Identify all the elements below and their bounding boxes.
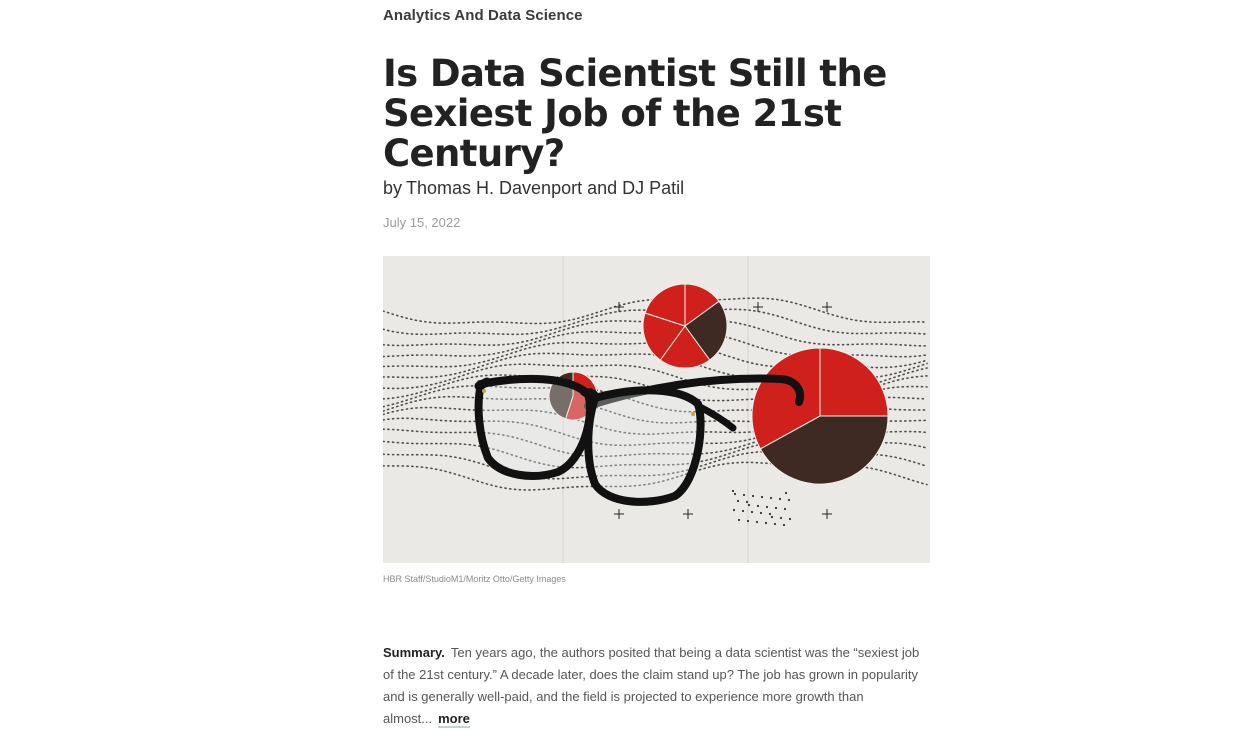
topic-link[interactable]: Analytics And Data Science [383, 7, 583, 24]
article-title: Is Data Scientist Still the Sexiest Job … [383, 52, 887, 175]
dot-wave-line [383, 450, 928, 480]
glasses-rivet-left [482, 389, 486, 393]
pie-slice [659, 325, 711, 369]
scatter-dot [732, 508, 736, 512]
author-links[interactable]: Thomas H. Davenport and DJ Patil [406, 178, 685, 198]
image-credit: HBR Staff/StudioM1/Moritz Otto/Getty Ima… [383, 574, 566, 584]
glasses-bridge [580, 388, 601, 400]
cross-mark [683, 509, 693, 519]
pie-slice [759, 415, 889, 485]
scatter-dot [751, 494, 755, 498]
scatter-dot [742, 493, 746, 497]
byline: by Thomas H. Davenport and DJ Patil [383, 178, 684, 199]
cross-mark [822, 302, 832, 312]
dot-wave-line [383, 417, 928, 447]
hero-crosses [614, 302, 832, 519]
glasses-rivet-right [691, 412, 695, 416]
scatter-dot [736, 499, 740, 503]
pie-slice [819, 347, 889, 417]
dot-wave-line [383, 297, 928, 325]
pie-slice [644, 283, 686, 327]
scatter-dot [779, 516, 783, 520]
hero-illustration [383, 256, 930, 563]
pie-slice [642, 312, 686, 361]
summary-label: Summary. [383, 645, 445, 660]
scatter-dot [778, 497, 782, 501]
cross-mark [822, 509, 832, 519]
byline-prefix: by [383, 178, 403, 198]
scatter-dot [783, 507, 787, 511]
scatter-dot [773, 522, 777, 526]
more-link[interactable]: more [438, 711, 470, 728]
pie-slice [684, 300, 728, 361]
dot-wave-line [383, 406, 928, 436]
scatter-dot [768, 512, 772, 516]
scatter-dot [769, 496, 773, 500]
scatter-dot [746, 519, 750, 523]
hero-pie-charts [475, 283, 889, 485]
eyeglasses-illustration [474, 374, 804, 506]
glasses-right-lens [584, 386, 705, 506]
scatter-dot [759, 511, 763, 515]
scatter-dot [764, 521, 768, 525]
article-summary: Summary. Ten years ago, the authors posit… [383, 642, 930, 730]
cross-mark [753, 302, 763, 312]
scatter-dot [770, 515, 774, 519]
glasses-left-lens [474, 374, 594, 480]
scatter-dot [733, 492, 737, 496]
scatter-dot [787, 498, 791, 502]
scatter-dot [782, 523, 786, 527]
dot-wave-line [383, 363, 928, 391]
scatter-dot [750, 510, 754, 514]
scatter-dot [747, 503, 751, 507]
dot-wave-line [383, 439, 928, 469]
scatter-dot [760, 495, 764, 499]
scatter-dot [756, 504, 760, 508]
scatter-dot [755, 520, 759, 524]
scatter-dot [784, 491, 788, 495]
scatter-dot [765, 505, 769, 509]
dot-wave-line [383, 428, 928, 458]
publish-date: July 15, 2022 [383, 215, 461, 230]
scatter-dot [774, 506, 778, 510]
hero-scatter-dots [731, 489, 792, 527]
glasses-right-temple [694, 402, 737, 432]
scatter-dot [737, 518, 741, 522]
cross-mark [614, 302, 624, 312]
glasses-left-hinge [474, 377, 492, 391]
scatter-dot [741, 509, 745, 513]
scatter-dot [731, 489, 735, 493]
scatter-dot [788, 517, 792, 521]
hero-image [383, 256, 930, 563]
dot-wave-line [383, 461, 928, 491]
cross-mark [614, 509, 624, 519]
scatter-dot [745, 500, 749, 504]
